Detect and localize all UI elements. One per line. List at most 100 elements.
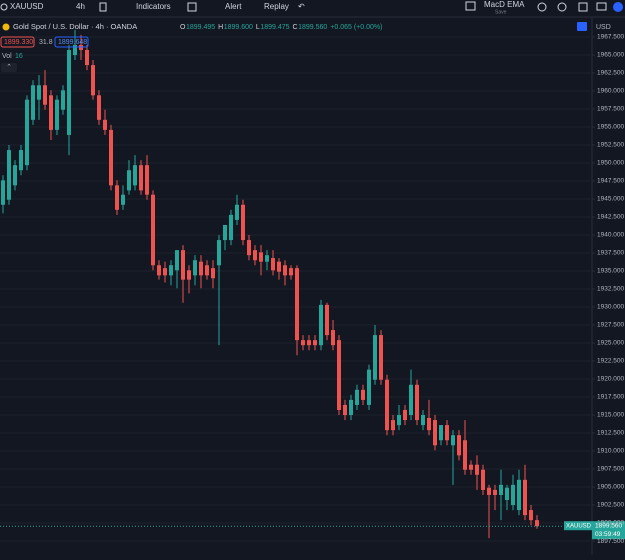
candle-body	[469, 464, 473, 470]
candle-body	[271, 258, 275, 271]
candles	[1, 29, 539, 539]
indicators[interactable]: Indicators	[136, 2, 171, 11]
y-tick-label: 1940.000	[597, 232, 624, 239]
candle-body	[463, 440, 467, 470]
screenshot[interactable]	[596, 2, 607, 11]
ohlc-legend: O 1899.495 H 1899.600 L 1899.475 C 1899.560 +0.0…	[180, 24, 382, 31]
search-icon[interactable]	[0, 3, 8, 11]
candle-body	[319, 304, 323, 346]
countdown: 03:59:49	[595, 531, 621, 538]
candle-body	[1, 180, 5, 205]
candle-body	[397, 415, 401, 426]
candle-body	[517, 479, 521, 511]
replay[interactable]: Replay	[264, 2, 289, 11]
candle-body	[529, 510, 533, 521]
candle-body	[223, 224, 227, 241]
y-tick-label: 1967.500	[597, 34, 624, 41]
candle-body	[421, 415, 425, 426]
candle-body	[115, 185, 119, 210]
candle-body	[91, 65, 95, 96]
layout-icon[interactable]	[465, 1, 476, 11]
fullscreen[interactable]	[578, 2, 588, 12]
y-tick-label: 1932.500	[597, 286, 624, 293]
spread: 31.8	[39, 39, 53, 46]
candle-body	[181, 250, 185, 280]
scale-button[interactable]	[577, 22, 587, 31]
candle-body	[265, 255, 269, 262]
y-tick-label: 1925.000	[597, 340, 624, 347]
candle-body	[301, 340, 305, 346]
candle-body	[205, 265, 209, 276]
candle-body	[313, 340, 317, 346]
candle-body	[193, 260, 197, 276]
candle-body	[307, 340, 311, 346]
candle-body	[277, 261, 281, 272]
candle-body	[343, 404, 347, 416]
candle-body	[247, 240, 251, 256]
candle-body	[151, 194, 155, 266]
y-tick-label: 1945.000	[597, 196, 624, 203]
y-tick-label: 1930.000	[597, 304, 624, 311]
collapse-button[interactable]	[1, 63, 17, 72]
y-tick-label: 1960.000	[597, 88, 624, 95]
alert[interactable]: Alert	[225, 2, 242, 11]
candle-body	[373, 335, 377, 380]
y-tick-label: 1907.500	[597, 466, 624, 473]
ohlc-key: H	[218, 24, 223, 31]
y-tick-label: 1902.500	[597, 502, 624, 509]
candle-body	[415, 384, 419, 421]
price-tag-text: 1899.560	[595, 522, 622, 529]
y-tick-label: 1962.500	[597, 70, 624, 77]
y-tick-label: 1950.000	[597, 160, 624, 167]
candle-body	[337, 340, 341, 410]
y-tick-label: 1915.000	[597, 412, 624, 419]
candle-body	[169, 265, 173, 276]
templates-icon[interactable]	[187, 2, 197, 12]
candle-body	[361, 389, 365, 400]
candle-body	[163, 268, 167, 276]
candle-body	[7, 150, 11, 200]
legend-title: Gold Spot / U.S. Dollar · 4h · OANDA	[13, 22, 137, 31]
y-tick-label: 1917.500	[597, 394, 624, 401]
publish[interactable]	[613, 2, 623, 12]
currency[interactable]: USD	[596, 24, 611, 31]
candle-body	[133, 165, 137, 186]
candle-body	[403, 409, 407, 421]
ohlc-value: 1899.495	[186, 24, 215, 31]
candle-body	[121, 194, 125, 205]
candle-body	[505, 487, 509, 500]
price-tag	[592, 521, 625, 540]
candle-body	[241, 204, 245, 241]
candle-body	[451, 435, 455, 446]
candle-body	[433, 420, 437, 446]
candle-body	[229, 214, 233, 241]
candle-body	[253, 250, 257, 261]
layout-name[interactable]: MacD EMA	[484, 0, 525, 9]
candle-body	[385, 379, 389, 431]
quick-search[interactable]	[537, 2, 547, 12]
interval[interactable]: 4h	[76, 2, 85, 11]
candle-body	[511, 484, 515, 506]
volume-value: 16	[15, 53, 23, 60]
settings[interactable]	[557, 2, 567, 12]
candle-body	[349, 399, 353, 416]
sell-price[interactable]: 1899.330	[4, 39, 33, 46]
candle-body	[391, 420, 395, 431]
candle-body	[409, 384, 413, 416]
candle-body	[187, 270, 191, 280]
candle-body	[235, 204, 239, 220]
buy-price[interactable]: 1899.648	[58, 39, 87, 46]
collapse-icon[interactable]: ⌃	[6, 63, 12, 71]
ohlc-key: C	[293, 24, 298, 31]
undo[interactable]: ↶	[298, 2, 305, 11]
chart-type-icon[interactable]	[99, 2, 107, 12]
symbol[interactable]: XAUUSD	[10, 2, 44, 11]
buy-button[interactable]	[54, 36, 89, 48]
candle-body	[457, 435, 461, 456]
candle-body	[73, 44, 77, 56]
candle-body	[475, 464, 479, 475]
sell-button[interactable]	[0, 36, 35, 48]
